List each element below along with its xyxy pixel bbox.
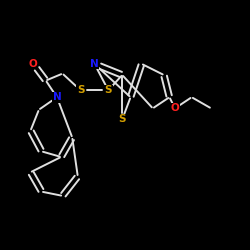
Text: O: O — [170, 103, 179, 113]
Text: S: S — [118, 114, 126, 124]
Text: O: O — [29, 59, 38, 69]
Text: S: S — [77, 85, 84, 95]
Text: S: S — [104, 85, 112, 95]
Text: N: N — [90, 59, 99, 69]
Text: N: N — [52, 92, 61, 102]
